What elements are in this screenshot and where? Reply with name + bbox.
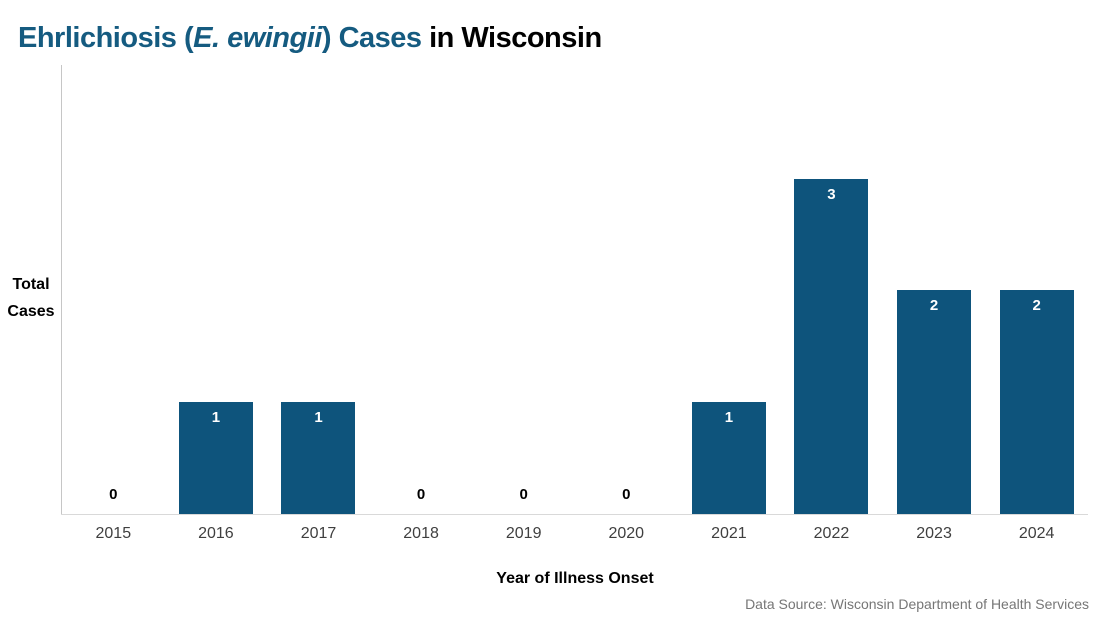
x-axis-title: Year of Illness Onset	[496, 570, 654, 587]
bar: 3	[794, 179, 869, 514]
bar-value-label: 2	[1032, 297, 1041, 314]
plot-area: 0 1 1 0 0 0 1 3 2 2	[62, 67, 1088, 514]
bar-slot: 0	[370, 67, 473, 514]
bar-slot: 0	[575, 67, 678, 514]
y-axis-title-line2: Cases	[7, 303, 55, 320]
bar: 1	[691, 402, 766, 514]
bar-value-label: 1	[211, 409, 221, 426]
zero-value-label: 0	[416, 486, 426, 503]
bar-slot: 2	[883, 67, 986, 514]
x-tick-label: 2022	[813, 525, 850, 542]
chart-title: Ehrlichiosis (E. ewingii) Cases in Wisco…	[18, 22, 602, 55]
bar: 2	[897, 290, 972, 514]
y-axis-title-line1: Total	[12, 276, 50, 293]
zero-value-label: 0	[622, 486, 631, 503]
bar-slot: 0	[472, 67, 575, 514]
x-tick-label: 2018	[403, 525, 439, 542]
bar-slot: 1	[267, 67, 370, 514]
x-tick-label: 2016	[198, 525, 234, 542]
bar-slot: 2	[985, 67, 1088, 514]
bar: 2	[999, 290, 1074, 514]
bar-value-label: 1	[724, 409, 734, 426]
bar-value-label: 2	[929, 297, 939, 314]
zero-value-label: 0	[109, 486, 118, 503]
chart-title-rest: in Wisconsin	[421, 22, 602, 54]
data-source-note: Data Source: Wisconsin Department of Hea…	[745, 596, 1089, 612]
x-tick-label: 2019	[505, 525, 542, 542]
bar-slot: 0	[62, 67, 165, 514]
bar-slot: 3	[780, 67, 883, 514]
bar-value-label: 3	[827, 186, 836, 203]
bar-slot: 1	[678, 67, 781, 514]
y-axis-line	[61, 65, 62, 514]
y-axis-title: Total Cases	[4, 271, 58, 325]
bar-slot: 1	[165, 67, 268, 514]
x-tick-label: 2021	[711, 525, 747, 542]
x-tick-label: 2020	[608, 525, 645, 542]
x-axis-line	[61, 514, 1088, 515]
x-tick-label: 2024	[1018, 525, 1055, 542]
x-tick-row: 2015 2016 2017 2018 2019 2020 2021 2022 2023 2024	[62, 525, 1088, 543]
x-tick-label: 2015	[95, 525, 132, 542]
chart-title-accent: Ehrlichiosis (	[18, 22, 194, 54]
bar: 1	[281, 402, 356, 514]
x-tick-label: 2017	[300, 525, 337, 542]
bar-value-label: 1	[314, 409, 323, 426]
bar: 1	[178, 402, 253, 514]
chart-title-accent-suffix: ) Cases	[321, 22, 422, 54]
x-tick-label: 2023	[916, 525, 952, 542]
zero-value-label: 0	[519, 486, 528, 503]
chart-title-species-italic: E. ewingii	[193, 22, 322, 54]
